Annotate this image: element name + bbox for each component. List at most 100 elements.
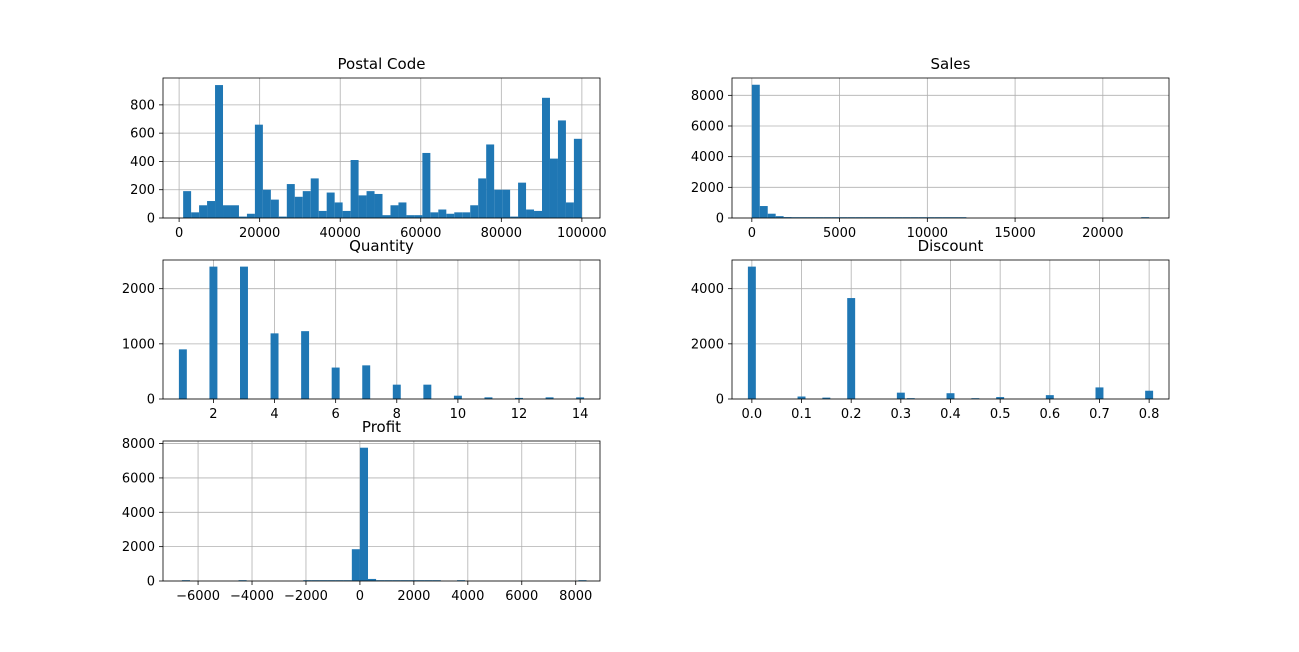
histogram-bar: [382, 215, 391, 218]
histogram-bar: [294, 196, 303, 218]
histogram-bar: [515, 397, 523, 399]
y-tick-label: 0: [147, 212, 155, 227]
histogram-bar: [424, 580, 433, 581]
x-tick-label: 8000: [559, 589, 592, 604]
x-tick-label: 0.8: [1139, 407, 1160, 422]
histogram-bar: [238, 580, 247, 581]
histogram-bar: [446, 213, 455, 218]
histogram-bar: [327, 580, 336, 581]
histogram-bar: [767, 213, 776, 218]
histogram-bar: [1045, 395, 1054, 399]
histogram-bar: [270, 199, 279, 218]
histogram-bar: [534, 210, 543, 218]
histogram-bar: [362, 365, 371, 399]
y-tick-label: 0: [716, 393, 724, 408]
histogram-bar: [822, 397, 831, 399]
y-tick-label: 4000: [691, 150, 724, 165]
panel-2: 0 5000 10000 15000 20000 0 2000 4000 6000 8000 Sal…: [691, 55, 1170, 241]
x-tick-label: 12: [511, 407, 528, 422]
x-tick-label: 2: [209, 407, 217, 422]
histogram-bar: [783, 217, 792, 218]
y-tick-label: 600: [130, 127, 155, 142]
histogram-bar: [400, 580, 409, 581]
y-tick-label: 6000: [691, 119, 724, 134]
histogram-bar: [310, 178, 319, 218]
histogram-bar: [392, 384, 401, 399]
histogram-bar: [510, 216, 519, 218]
y-tick-label: 400: [130, 155, 155, 170]
x-tick-label: 60000: [400, 226, 441, 241]
histogram-bar: [578, 580, 587, 581]
x-tick-label: 0.2: [841, 407, 862, 422]
x-tick-label: 0.6: [1039, 407, 1060, 422]
histogram-bar: [335, 580, 344, 581]
histogram-bar: [896, 392, 905, 399]
histogram-bar: [390, 205, 399, 218]
histogram-bar: [342, 210, 351, 218]
histogram-bar: [416, 580, 425, 581]
x-tick-label: 15000: [994, 226, 1035, 241]
histogram-bar: [502, 189, 511, 218]
histogram-bar: [549, 158, 558, 218]
histogram-bar: [462, 212, 471, 218]
histogram-bar: [470, 205, 479, 218]
histogram-bar: [311, 580, 320, 581]
x-tick-label: −2000: [284, 589, 328, 604]
y-tick-label: 8000: [691, 89, 724, 104]
histogram-bar: [573, 138, 582, 218]
axes-frame: [162, 440, 601, 582]
histogram-bar: [430, 212, 439, 218]
histogram-bar: [350, 160, 359, 218]
x-tick-label: 20000: [239, 226, 280, 241]
histogram-bar: [199, 205, 208, 218]
x-tick-label: 40000: [320, 226, 361, 241]
histogram-bar: [457, 580, 466, 581]
histogram-bar: [262, 189, 271, 218]
x-tick-label: −6000: [176, 589, 220, 604]
histogram-bar: [358, 195, 367, 218]
histogram-bar: [334, 202, 343, 218]
y-tick-label: 2000: [691, 337, 724, 352]
panel-5: −6000 −4000 −2000 0 2000 4000 6000 8000 0 2000 400…: [122, 418, 601, 604]
x-tick-label: 0.5: [990, 407, 1011, 422]
histogram-bar: [215, 85, 224, 218]
histogram-bar: [301, 331, 310, 399]
histogram-bar: [453, 395, 462, 399]
x-tick-label: 10000: [907, 226, 948, 241]
x-tick-label: 8: [393, 407, 401, 422]
x-tick-label: 0.4: [940, 407, 961, 422]
histogram-bar: [278, 216, 287, 218]
axes-frame: [162, 259, 601, 400]
histogram-bar: [759, 206, 768, 218]
x-tick-label: 100000: [557, 226, 607, 241]
x-tick-label: 6: [332, 407, 340, 422]
histogram-bar: [230, 205, 239, 218]
x-tick-label: 0.7: [1089, 407, 1110, 422]
histogram-bar: [270, 333, 279, 399]
y-tick-label: 1000: [122, 337, 155, 352]
histogram-bar: [478, 178, 487, 218]
histogram-bar: [847, 298, 856, 399]
histogram-bar: [557, 120, 566, 218]
histogram-bar: [302, 191, 311, 218]
histogram-bar: [906, 398, 915, 399]
histogram-bar: [576, 397, 585, 399]
histogram-bar: [545, 397, 554, 399]
histogram-bar: [376, 580, 385, 581]
histogram-bar: [181, 580, 190, 581]
histogram-bar: [422, 152, 431, 218]
x-tick-label: 2000: [397, 589, 430, 604]
histogram-bar: [374, 193, 383, 218]
axes-frame: [162, 77, 601, 219]
y-tick-label: 2000: [122, 282, 155, 297]
panel-3: 2 4 6 8 10 12 14 0 1000 2000 Quantity: [122, 237, 601, 422]
histogram-bar: [775, 216, 784, 218]
y-tick-label: 4000: [122, 506, 155, 521]
x-tick-label: 0: [356, 589, 364, 604]
histogram-bar: [209, 266, 218, 399]
panel-title: Postal Code: [338, 55, 426, 73]
histogram-bar: [207, 201, 216, 218]
histogram-bar: [438, 209, 447, 218]
